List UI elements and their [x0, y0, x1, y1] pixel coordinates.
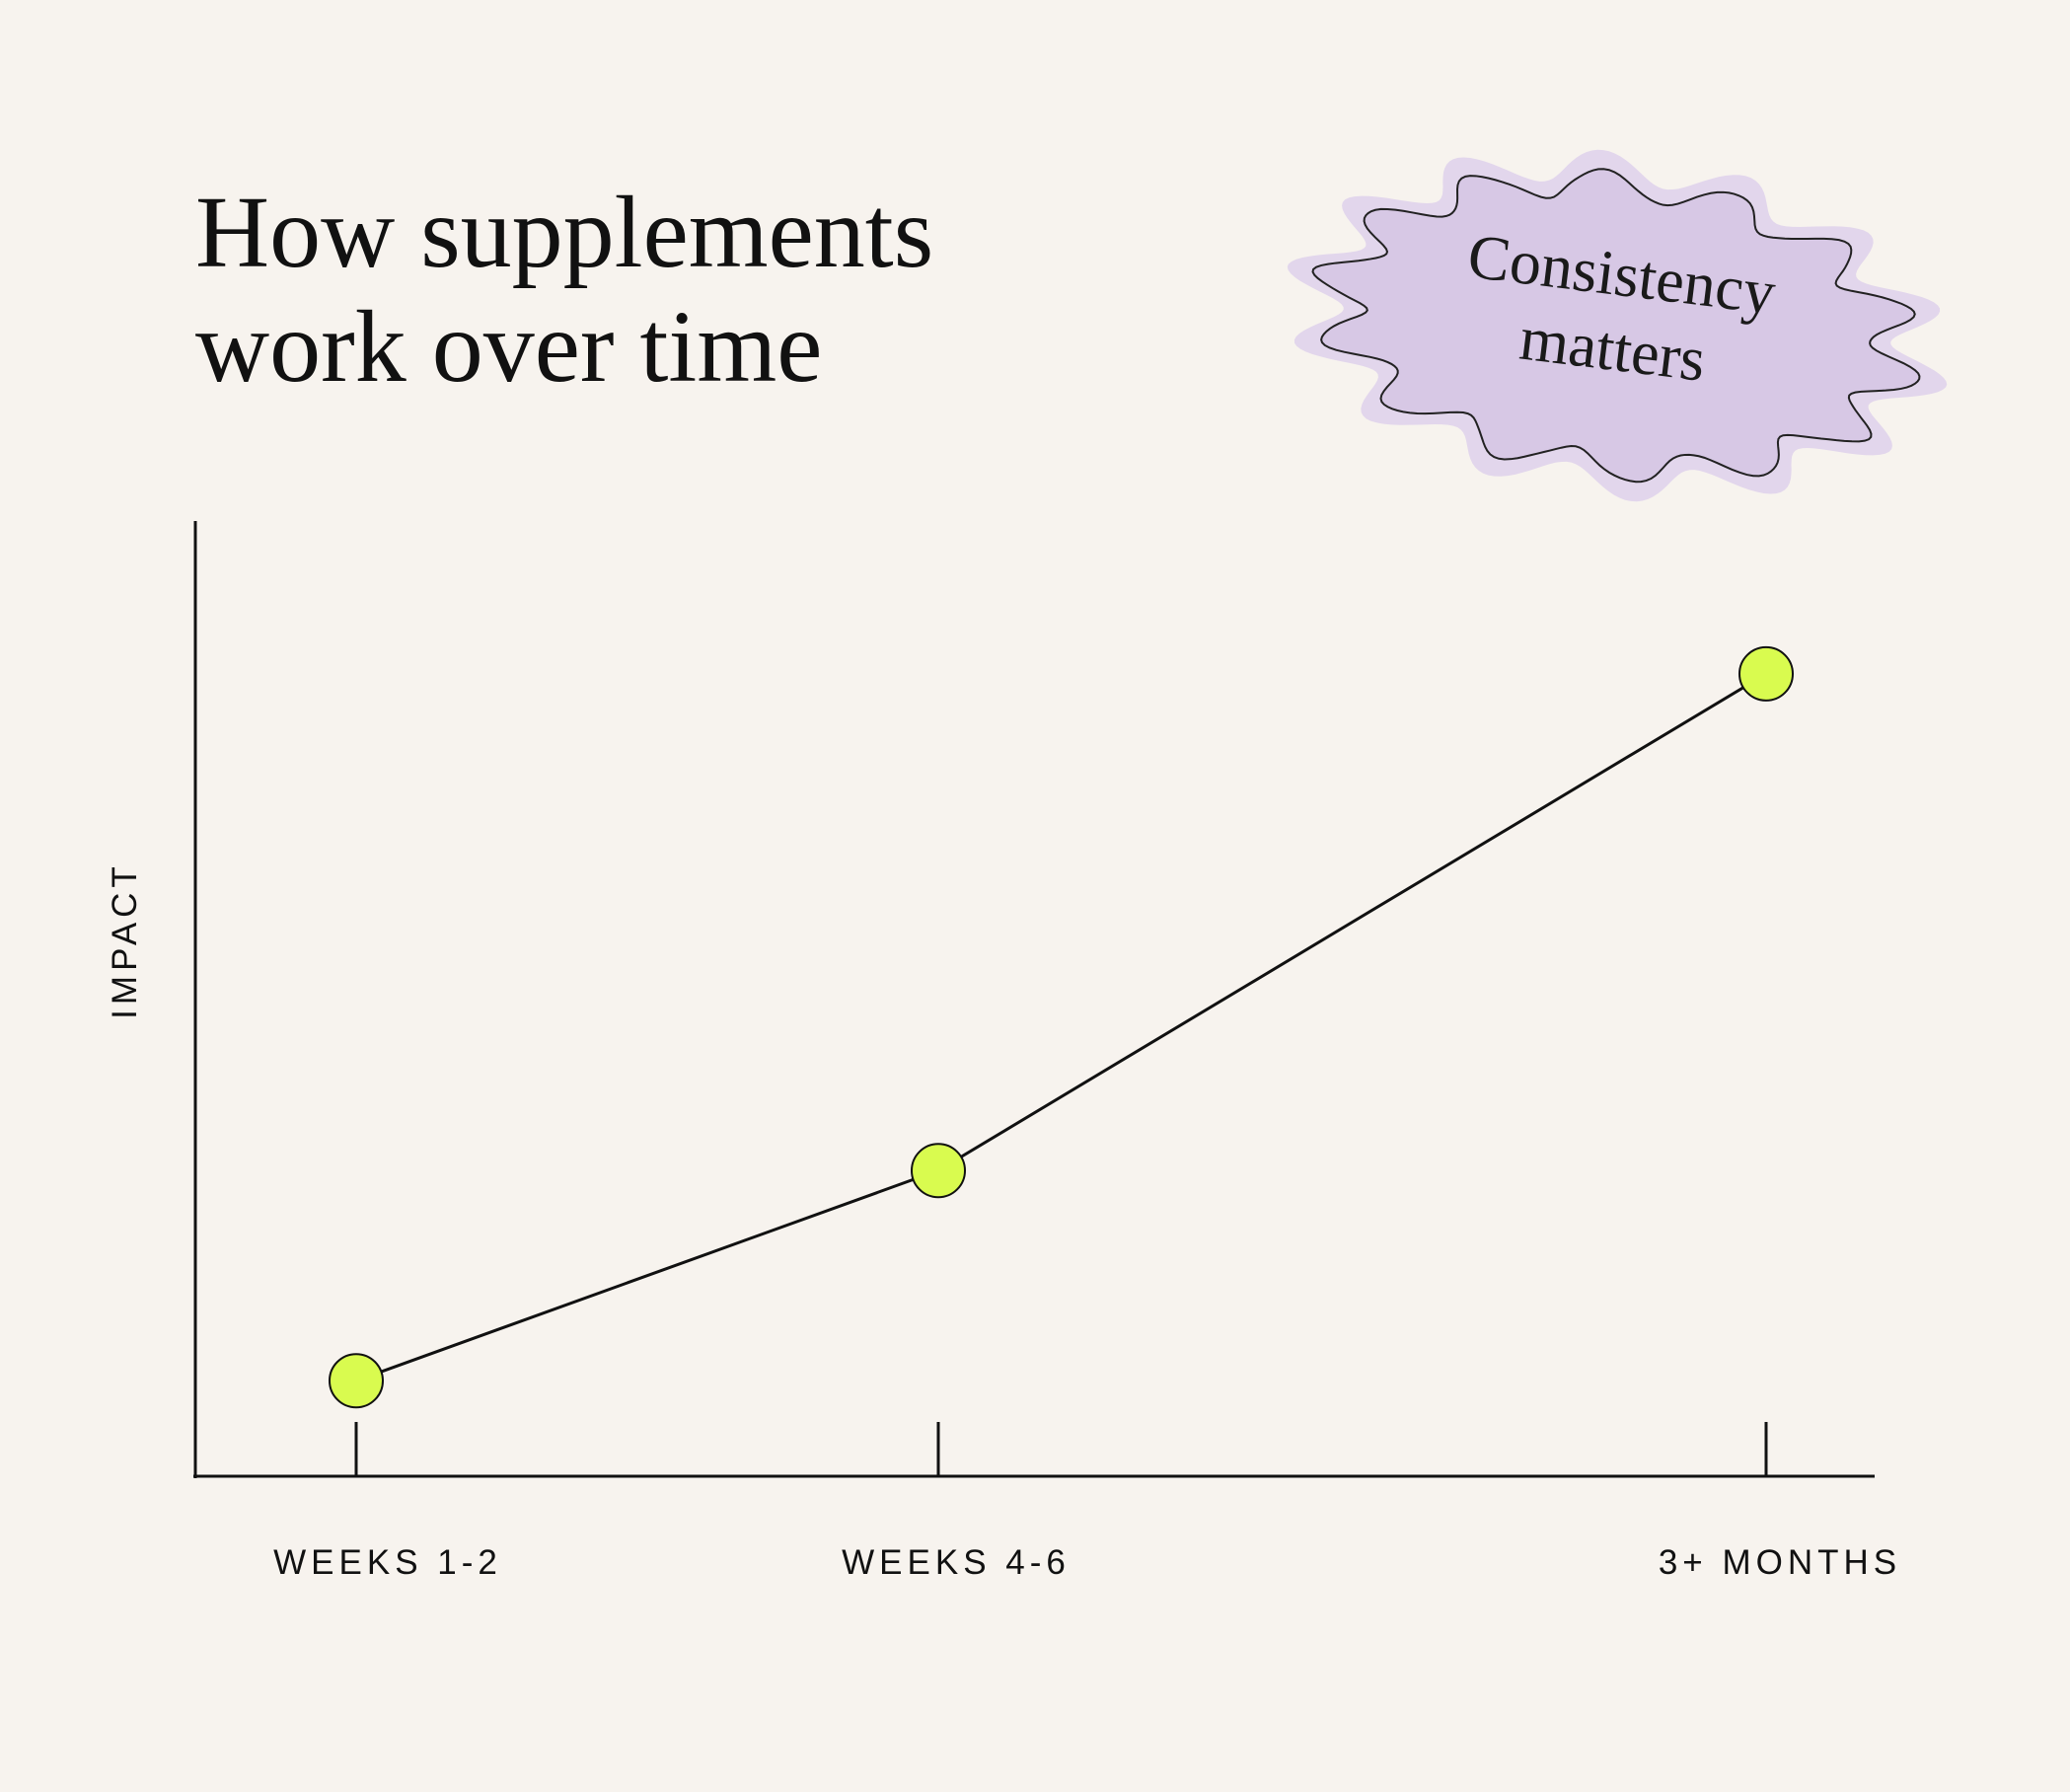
- point: [329, 1353, 384, 1409]
- y-axis-label: IMPACT: [106, 861, 144, 1019]
- line: [355, 672, 1767, 1382]
- chart-title: How supplements work over time: [195, 176, 934, 404]
- x-tick-label: WEEKS 4-6: [842, 1543, 1071, 1582]
- x-tick-label: WEEKS 1-2: [273, 1543, 502, 1582]
- point: [1738, 645, 1794, 702]
- badge: [1311, 168, 1921, 484]
- point: [911, 1143, 966, 1199]
- x-tick-label: 3+ MONTHS: [1659, 1543, 1901, 1582]
